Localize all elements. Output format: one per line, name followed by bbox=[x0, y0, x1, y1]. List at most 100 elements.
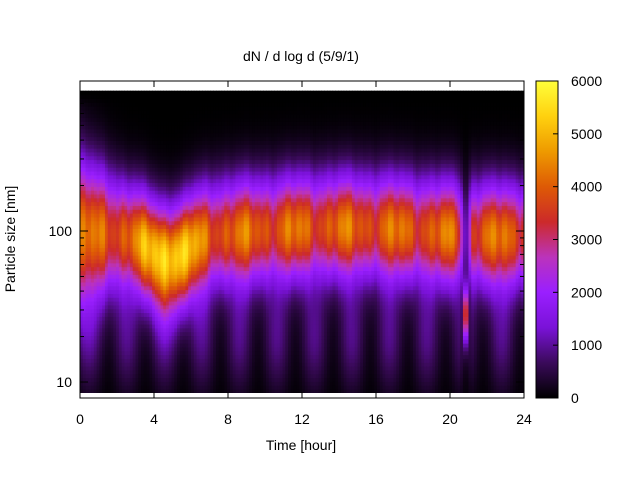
heatmap-cell bbox=[138, 308, 142, 314]
heatmap-cell bbox=[138, 148, 142, 153]
heatmap-cell bbox=[174, 90, 178, 96]
heatmap-cell bbox=[113, 117, 117, 122]
heatmap-cell bbox=[174, 216, 178, 222]
heatmap-cell bbox=[82, 251, 87, 256]
heatmap-cell bbox=[116, 163, 120, 168]
heatmap-cell bbox=[238, 140, 242, 145]
heatmap-cell bbox=[110, 312, 114, 317]
heatmap-cell bbox=[188, 262, 192, 268]
heatmap-cell bbox=[243, 281, 248, 287]
heatmap-cell bbox=[93, 301, 98, 306]
heatmap-cell bbox=[174, 293, 178, 298]
heatmap-cell bbox=[168, 258, 173, 264]
heatmap-cell bbox=[96, 220, 101, 226]
heatmap-cell bbox=[238, 339, 242, 344]
heatmap-cell bbox=[124, 381, 128, 386]
heatmap-cell bbox=[182, 113, 187, 119]
heatmap-cell bbox=[116, 121, 120, 126]
heatmap-cell bbox=[110, 327, 114, 333]
heatmap-cell bbox=[88, 274, 92, 279]
heatmap-cell bbox=[215, 148, 220, 153]
heatmap-cell bbox=[104, 121, 109, 126]
heatmap-cell bbox=[215, 316, 220, 321]
heatmap-cell bbox=[238, 366, 242, 371]
heatmap-cell bbox=[227, 281, 231, 287]
heatmap-cell bbox=[174, 170, 178, 176]
heatmap-cell bbox=[232, 159, 237, 164]
heatmap-cell bbox=[154, 132, 159, 138]
heatmap-cell bbox=[104, 197, 109, 203]
heatmap-cell bbox=[227, 297, 231, 302]
heatmap-cell bbox=[171, 308, 175, 314]
heatmap-cell bbox=[188, 170, 192, 176]
heatmap-cell bbox=[246, 228, 250, 233]
heatmap-cell bbox=[127, 281, 131, 287]
heatmap-cell bbox=[121, 121, 126, 126]
heatmap-cell bbox=[116, 113, 120, 119]
heatmap-cell bbox=[88, 144, 92, 149]
heatmap-cell bbox=[146, 94, 150, 99]
heatmap-cell bbox=[249, 186, 253, 191]
heatmap-cell bbox=[152, 113, 156, 119]
heatmap-cell bbox=[88, 236, 92, 241]
heatmap-cell bbox=[235, 186, 239, 191]
heatmap-cell bbox=[207, 350, 212, 356]
heatmap-cell bbox=[113, 151, 117, 157]
heatmap-cell bbox=[229, 117, 234, 122]
heatmap-cell bbox=[116, 354, 120, 359]
heatmap-cell bbox=[210, 297, 214, 302]
heatmap-cell bbox=[204, 201, 209, 206]
heatmap-cell bbox=[124, 151, 128, 157]
heatmap-cell bbox=[149, 148, 153, 153]
heatmap-cell bbox=[163, 155, 167, 161]
heatmap-cell bbox=[157, 155, 162, 161]
heatmap-cell bbox=[85, 289, 89, 294]
heatmap-cell bbox=[168, 102, 173, 107]
heatmap-cell bbox=[177, 102, 181, 107]
heatmap-cell bbox=[221, 174, 225, 180]
heatmap-cell bbox=[229, 136, 234, 141]
heatmap-cell bbox=[143, 228, 148, 233]
heatmap-cell bbox=[179, 258, 184, 264]
heatmap-cell bbox=[249, 167, 253, 172]
heatmap-cell bbox=[193, 343, 198, 348]
heatmap-cell bbox=[143, 236, 148, 241]
heatmap-cell bbox=[213, 293, 217, 298]
heatmap-cell bbox=[252, 301, 256, 306]
heatmap-cell bbox=[191, 98, 195, 103]
heatmap-cell bbox=[191, 247, 195, 252]
heatmap-cell bbox=[182, 232, 187, 237]
heatmap-cell bbox=[171, 224, 175, 229]
heatmap-cell bbox=[118, 224, 123, 229]
heatmap-cell bbox=[246, 239, 250, 245]
heatmap-cell bbox=[193, 224, 198, 229]
heatmap-cell bbox=[113, 213, 117, 218]
heatmap-cell bbox=[135, 346, 139, 352]
heatmap-cell bbox=[171, 377, 175, 382]
heatmap-cell bbox=[93, 140, 98, 145]
heatmap-cell bbox=[238, 239, 242, 245]
heatmap-cell bbox=[249, 94, 253, 99]
heatmap-cell bbox=[191, 262, 195, 268]
heatmap-cell bbox=[91, 373, 95, 379]
heatmap-cell bbox=[129, 190, 134, 195]
heatmap-cell bbox=[99, 343, 103, 348]
heatmap-cell bbox=[188, 312, 192, 317]
heatmap-cell bbox=[88, 205, 92, 210]
heatmap-cell bbox=[152, 155, 156, 161]
heatmap-cell bbox=[80, 320, 84, 325]
heatmap-cell bbox=[149, 262, 153, 268]
heatmap-cell bbox=[141, 170, 145, 176]
heatmap-cell bbox=[104, 323, 109, 329]
heatmap-cell bbox=[191, 105, 195, 111]
heatmap-cell bbox=[252, 297, 256, 302]
heatmap-cell bbox=[99, 132, 103, 138]
heatmap-cell bbox=[238, 327, 242, 333]
heatmap-cell bbox=[191, 385, 195, 390]
heatmap-cell bbox=[221, 312, 225, 317]
heatmap-cell bbox=[232, 213, 237, 218]
heatmap-cell bbox=[191, 304, 195, 310]
heatmap-cell bbox=[174, 182, 178, 187]
heatmap-cell bbox=[124, 343, 128, 348]
heatmap-cell bbox=[93, 144, 98, 149]
